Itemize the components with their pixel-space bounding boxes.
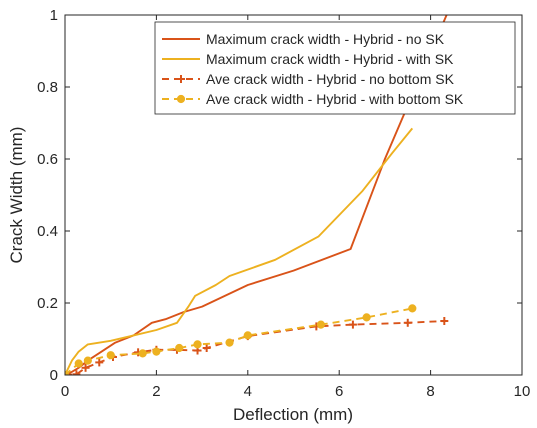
legend-label-2: Maximum crack width - Hybrid - with SK — [206, 51, 454, 67]
series-line-1 — [65, 15, 448, 375]
series-4-point-4 — [106, 351, 115, 360]
series-4-point-11 — [316, 320, 326, 329]
legend-marker-4 — [176, 94, 186, 104]
y-tick-label-2: 0.2 — [37, 295, 58, 312]
legend-item-3: Ave crack width - Hybrid - no bottom SK — [162, 71, 455, 87]
plot-area-frame — [64, 14, 523, 376]
y-tick-label-6: 1 — [50, 7, 58, 24]
series-4-point-3 — [83, 356, 92, 365]
series-3-point-14 — [403, 318, 412, 327]
series-line-2 — [65, 127, 414, 375]
series-3-point-10 — [202, 344, 211, 352]
series-3-point-4 — [95, 358, 104, 367]
y-tick-label-4: 0.6 — [37, 151, 58, 168]
x-tick-label-4: 6 — [335, 383, 343, 400]
legend-item-4: Ave crack width - Hybrid - with bottom S… — [162, 91, 464, 107]
series-layer — [65, 15, 449, 375]
legend-item-1: Maximum crack width - Hybrid - no SK — [162, 31, 445, 47]
series-4-point-9 — [225, 338, 234, 347]
x-tick-label-6: 10 — [514, 383, 531, 400]
axis-ticks: 0 2 4 6 8 10 0 0.2 0.4 0.6 0.8 1 — [37, 7, 530, 400]
series-4-point-8 — [193, 340, 202, 349]
series-3-point-3 — [81, 363, 90, 372]
legend-marker-3 — [177, 75, 185, 83]
x-tick-label-1: 0 — [61, 383, 69, 400]
legend-label-4: Ave crack width - Hybrid - with bottom S… — [206, 91, 464, 107]
legend: Maximum crack width - Hybrid - no SK Maxi… — [154, 21, 516, 115]
legend-items: Maximum crack width - Hybrid - no SK Maxi… — [162, 31, 464, 107]
series-line-3 — [65, 320, 445, 375]
legend-label-1: Maximum crack width - Hybrid - no SK — [206, 31, 445, 47]
series-4-point-13 — [408, 304, 417, 313]
x-tick-label-3: 4 — [244, 383, 252, 400]
series-3-point-15 — [440, 317, 449, 325]
legend-box — [154, 21, 516, 115]
series-4-point-7 — [175, 343, 184, 353]
x-tick-label-2: 2 — [152, 383, 160, 400]
y-tick-label-1: 0 — [50, 367, 58, 384]
legend-item-2: Maximum crack width - Hybrid - with SK — [162, 51, 454, 67]
series-3-point-2 — [72, 370, 81, 375]
x-axis-label: Deflection (mm) — [233, 405, 353, 424]
series-4-point-10 — [243, 331, 252, 340]
x-tick-label-5: 8 — [426, 383, 434, 400]
y-tick-label-3: 0.4 — [37, 223, 58, 240]
y-tick-label-5: 0.8 — [37, 79, 58, 96]
series-4-point-2 — [74, 359, 83, 368]
legend-label-3: Ave crack width - Hybrid - no bottom SK — [206, 71, 455, 87]
series-3-point-13 — [348, 320, 357, 329]
series-4-point-5 — [138, 349, 147, 358]
series-4-point-6 — [152, 347, 161, 356]
series-4-point-12 — [362, 313, 371, 322]
y-axis-label: Crack Width (mm) — [7, 127, 26, 264]
